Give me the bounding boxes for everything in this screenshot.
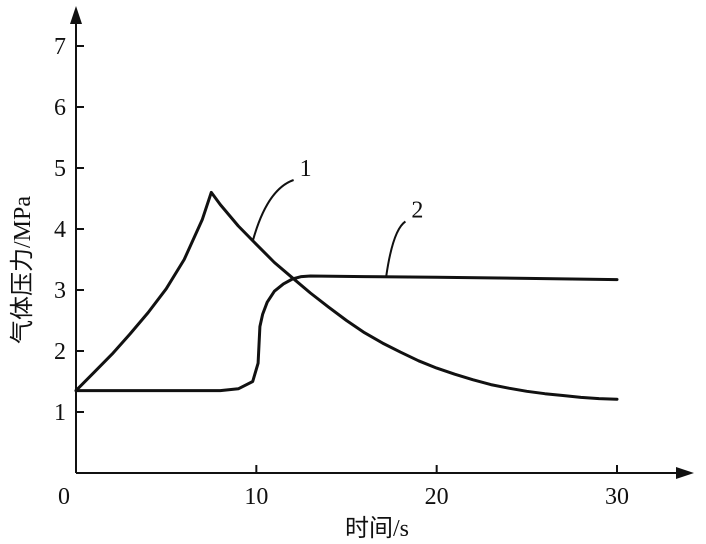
y-ticks: 1 2 3 4 5 6 7 xyxy=(54,34,84,426)
x-axis-arrow xyxy=(676,467,694,479)
y-tick-label: 6 xyxy=(54,95,66,121)
series-1-leader-line xyxy=(251,179,294,242)
series-layer xyxy=(74,190,619,401)
x-tick-label: 0 xyxy=(58,484,70,510)
y-tick-label: 1 xyxy=(54,400,66,426)
x-ticks: 0 10 20 30 xyxy=(58,465,629,510)
series-1-label: 1 xyxy=(300,156,312,182)
x-tick-label: 30 xyxy=(605,484,629,510)
y-axis-arrow xyxy=(70,6,82,24)
series-2-leader-line xyxy=(385,220,407,277)
axes xyxy=(70,6,694,479)
x-tick-label: 20 xyxy=(425,484,449,510)
x-axis-title: 时间/s xyxy=(345,515,409,542)
series-1-line xyxy=(74,190,619,401)
series-callouts: 12 xyxy=(251,156,423,277)
series-2-label: 2 xyxy=(411,197,423,223)
y-tick-label: 2 xyxy=(54,339,66,365)
series-2-line xyxy=(74,274,619,393)
y-tick-label: 7 xyxy=(54,34,66,60)
y-axis-title: 气体压力/MPa xyxy=(9,196,36,344)
y-tick-label: 4 xyxy=(54,217,66,243)
x-tick-label: 10 xyxy=(244,484,268,510)
y-tick-label: 3 xyxy=(54,278,66,304)
y-tick-label: 5 xyxy=(54,156,66,182)
